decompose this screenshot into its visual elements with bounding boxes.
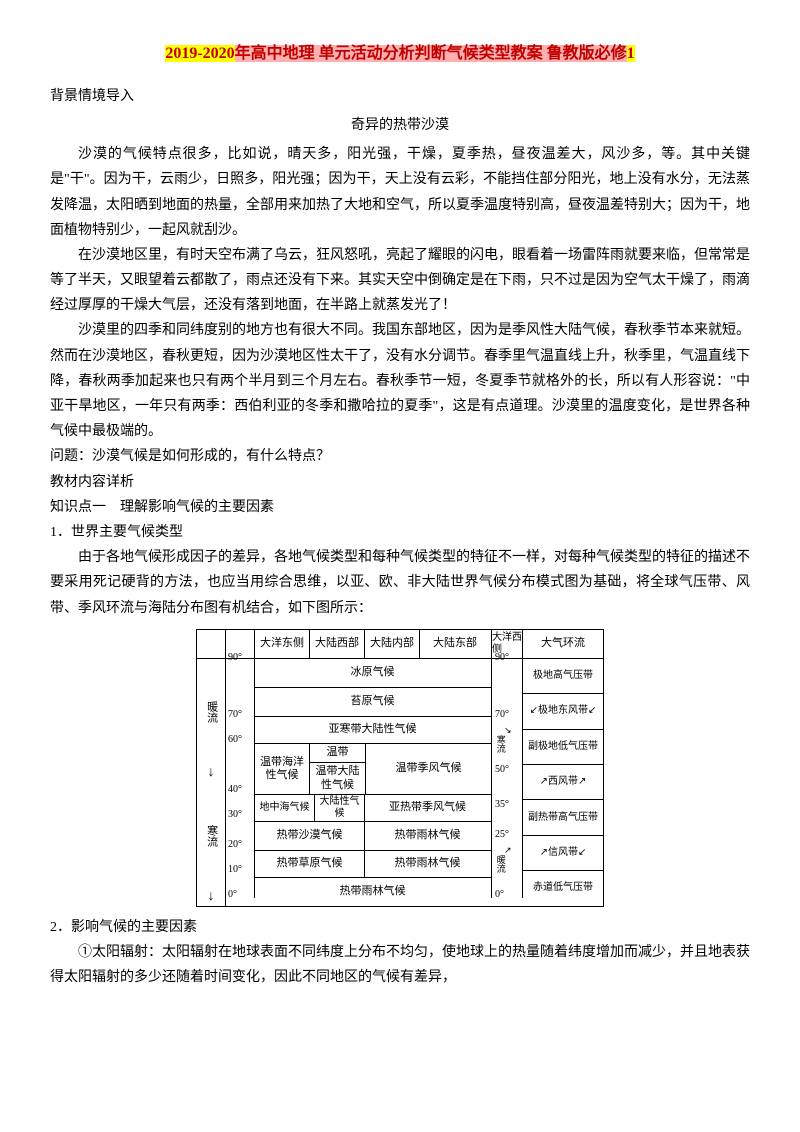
title-main: 年高中地理 单元活动分析判断气候类型教案 鲁教版必修 — [235, 45, 627, 62]
question-line: 问题：沙漠气候是如何形成的，有什么特点？ — [50, 444, 750, 469]
section-2-label: 2．影响气候的主要因素 — [50, 915, 750, 940]
section-1-text: 由于各地气候形成因子的差异，各地气候类型和每种气候类型的特征不一样，对每种气候类… — [50, 545, 750, 621]
chart-circulation-col: 大气环流 极地高气压带 ↙极地东风带↙ 副极地低气压带 ↗西风带↗ 副热带高气压… — [523, 630, 603, 906]
document-title: 2019-2020年高中地理 单元活动分析判断气候类型教案 鲁教版必修1 — [50, 40, 750, 69]
chart-lat-left: 90° 70° 60° 40° 30° 20° 10° 0° — [226, 630, 255, 898]
subtrop-monsoon: 亚热带季风气候 — [365, 795, 490, 821]
title-year: 2019-2020 — [165, 45, 234, 62]
chart-main-grid: 大洋东侧 大陆西部 大陆内部 大陆东部 冰原气候 苔原气候 亚寒带大陆性气候 温… — [255, 630, 491, 906]
trop-desert: 热带沙漠气候 — [255, 822, 365, 850]
paragraph-2: 在沙漠地区里，有时天空布满了乌云，狂风怒吼，亮起了耀眼的闪电，眼看着一场雷阵雨就… — [50, 243, 750, 319]
subarctic-climate: 亚寒带大陆性气候 — [255, 717, 490, 743]
climate-chart: 暖流 ↓ 寒流 ↓ 90° 70° 60° 40° 30° 20° 10° 0°… — [50, 629, 750, 907]
temp-maritime: 温带海洋性气候 — [255, 744, 310, 794]
section-2-text: ①太阳辐射：太阳辐射在地球表面不同纬度上分布不均匀，使地球上的热量随着纬度增加而… — [50, 940, 750, 990]
trop-savanna: 热带草原气候 — [255, 851, 365, 877]
content-label: 教材内容详析 — [50, 470, 750, 495]
knowledge-point-1: 知识点一 理解影响气候的主要因素 — [50, 495, 750, 520]
paragraph-3: 沙漠里的四季和同纬度别的地方也有很大不同。我国东部地区，因为是季风性大陆气候，春… — [50, 318, 750, 444]
section-1-label: 1．世界主要气候类型 — [50, 520, 750, 545]
paragraph-1: 沙漠的气候特点很多，比如说，晴天多，阳光强，干燥，夏季热，昼夜温差大，风沙多，等… — [50, 142, 750, 243]
tundra-climate: 苔原气候 — [255, 688, 490, 716]
trop-monsoon: 热带雨林气候 — [365, 822, 490, 850]
chart-lat-right: 大洋西侧 90° 70° ↘ 寒流 50° 35° 25° ↗ 暖流 0° — [491, 630, 523, 898]
title-suffix: 1 — [627, 45, 635, 62]
intro-label: 背景情境导入 — [50, 84, 750, 109]
trop-rain: 热带雨林气候 — [255, 878, 490, 906]
chart-left-current: 暖流 ↓ 寒流 ↓ — [197, 630, 226, 906]
subtitle: 奇异的热带沙漠 — [50, 113, 750, 138]
warm-current-label: 暖流 — [197, 659, 225, 766]
ice-climate: 冰原气候 — [255, 659, 490, 687]
mediterranean: 地中海气候 — [255, 795, 315, 821]
temp-monsoon: 温带季风气候 — [366, 744, 491, 794]
cold-current-label: 寒流 — [197, 782, 225, 889]
